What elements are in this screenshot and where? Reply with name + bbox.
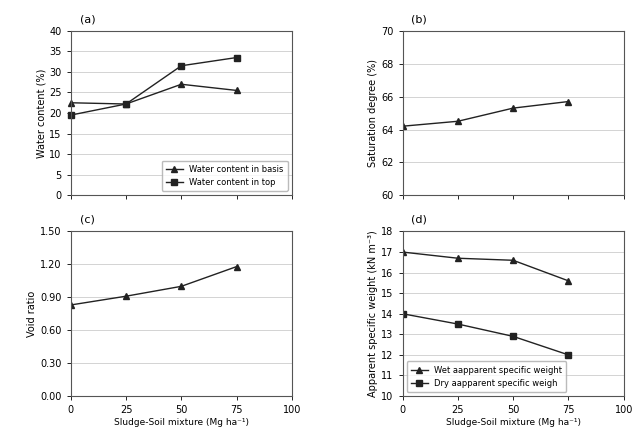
Water content in top: [67, 113, 75, 118]
Y-axis label: Water content (%): Water content (%): [37, 68, 46, 158]
Text: (b): (b): [412, 14, 427, 24]
Water content in basis: [67, 100, 75, 106]
Legend: Wet aapparent specific weight, Dry aapparent specific weigh: Wet aapparent specific weight, Dry aappa…: [406, 361, 566, 392]
Line: Dry aapparent specific weigh: Dry aapparent specific weigh: [400, 311, 571, 358]
Text: (a): (a): [80, 14, 95, 24]
Water content in top: [177, 63, 185, 68]
Dry aapparent specific weigh: [509, 334, 517, 339]
Y-axis label: Apparent specific weight (kN m⁻³): Apparent specific weight (kN m⁻³): [368, 231, 378, 397]
Wet aapparent specific weight: [509, 258, 517, 263]
X-axis label: Sludge-Soil mixture (Mg ha⁻¹): Sludge-Soil mixture (Mg ha⁻¹): [446, 418, 581, 427]
Water content in basis: [233, 88, 240, 93]
Wet aapparent specific weight: [399, 249, 406, 255]
Y-axis label: Saturation degree (%): Saturation degree (%): [368, 59, 378, 167]
Legend: Water content in basis, Water content in top: Water content in basis, Water content in…: [161, 161, 288, 191]
Y-axis label: Void ratio: Void ratio: [28, 291, 37, 337]
Text: (d): (d): [412, 215, 427, 225]
Water content in top: [233, 55, 240, 60]
X-axis label: Sludge-Soil mixture (Mg ha⁻¹): Sludge-Soil mixture (Mg ha⁻¹): [114, 418, 249, 427]
Line: Wet aapparent specific weight: Wet aapparent specific weight: [400, 249, 571, 284]
Wet aapparent specific weight: [565, 278, 572, 283]
Line: Water content in top: Water content in top: [68, 55, 239, 118]
Dry aapparent specific weigh: [565, 352, 572, 358]
Line: Water content in basis: Water content in basis: [68, 81, 239, 107]
Dry aapparent specific weigh: [399, 311, 406, 316]
Text: (c): (c): [80, 215, 95, 225]
Water content in basis: [122, 101, 130, 106]
Water content in top: [122, 101, 130, 106]
Wet aapparent specific weight: [454, 256, 462, 261]
Water content in basis: [177, 82, 185, 87]
Dry aapparent specific weigh: [454, 321, 462, 326]
